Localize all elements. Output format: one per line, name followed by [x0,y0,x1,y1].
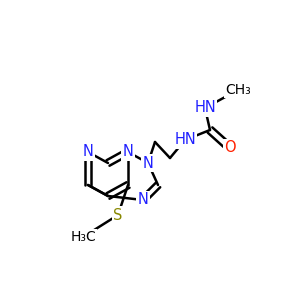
Text: HN: HN [174,133,196,148]
Text: S: S [113,208,123,223]
Text: CH₃: CH₃ [225,83,251,97]
Text: HN: HN [194,100,216,116]
Text: N: N [142,155,153,170]
Text: O: O [224,140,236,155]
Text: N: N [82,145,93,160]
Text: N: N [123,145,134,160]
Text: N: N [138,193,148,208]
Text: H₃C: H₃C [70,230,96,244]
